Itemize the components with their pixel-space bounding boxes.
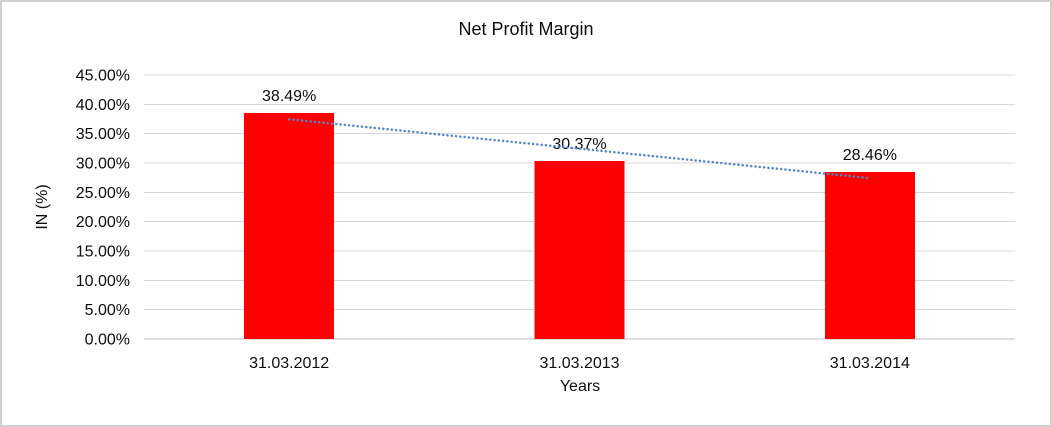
y-tick-label: 40.00% [76,97,130,114]
y-tick-label: 15.00% [76,244,130,261]
y-tick-label: 20.00% [76,214,130,231]
x-category-label: 31.03.2013 [539,355,619,372]
y-tick-label: 25.00% [76,185,130,202]
y-tick-label: 0.00% [85,332,130,349]
y-tick-label: 30.00% [76,156,130,173]
data-label: 28.46% [843,147,897,164]
chart-title: Net Profit Margin [458,19,594,39]
y-tick-label: 45.00% [76,68,130,85]
data-label: 38.49% [262,88,316,105]
bar [244,113,335,339]
trendline [287,118,872,180]
x-category-label: 31.03.2014 [830,355,910,372]
y-tick-label: 35.00% [76,126,130,143]
x-axis-title: Years [559,378,601,395]
data-label: 30.37% [552,136,606,153]
y-tick-label: 10.00% [76,273,130,290]
x-category-label: 31.03.2012 [249,355,329,372]
y-tick-label: 5.00% [85,302,130,319]
bar [824,172,915,339]
bar [534,160,625,339]
